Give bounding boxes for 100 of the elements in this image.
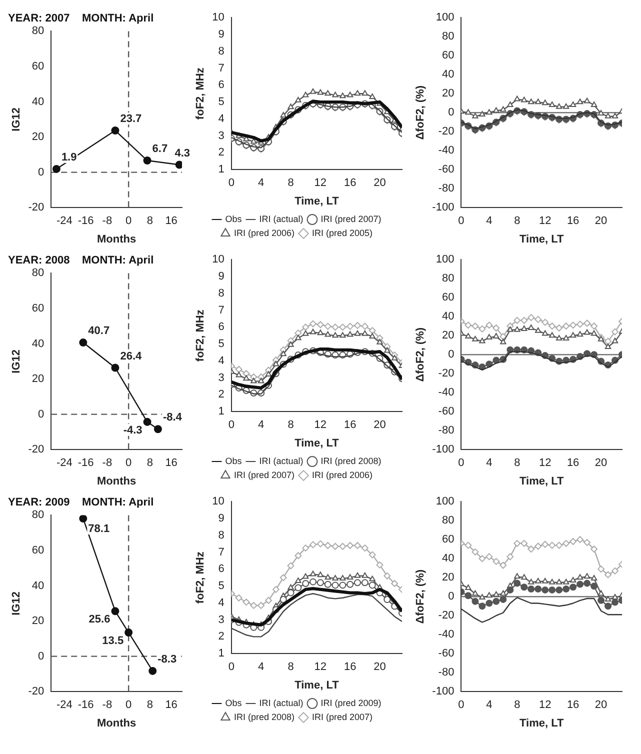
- y-tick-label: 60: [442, 50, 454, 62]
- x-axis-title: Time, LT: [520, 233, 564, 246]
- x-tick-label: 20: [594, 215, 608, 228]
- legend-label: IRI (pred 2006): [312, 470, 373, 480]
- x-tick-label: 4: [486, 699, 492, 712]
- x-tick-label: 12: [538, 457, 552, 470]
- x-tick-label: -24: [56, 457, 72, 470]
- chart-title: YEAR: 2009 MONTH: April: [8, 496, 154, 509]
- y-tick-label: -100: [432, 686, 454, 698]
- data-label: 6.7: [152, 143, 168, 156]
- x-tick-label: 0: [458, 457, 464, 470]
- x-tick-label: 0: [126, 215, 132, 228]
- x-tick-label: 16: [566, 457, 580, 470]
- x-tick-label: 0: [458, 699, 464, 712]
- y-tick-label: -20: [28, 444, 44, 456]
- y-tick-label: -20: [438, 126, 454, 138]
- y-tick-label: 0: [38, 650, 44, 662]
- data-label: 40.7: [88, 325, 110, 338]
- y-axis-title: IG12: [10, 349, 23, 374]
- x-tick-label: 0: [228, 419, 234, 432]
- legend-label: IRI (pred 2006): [234, 228, 295, 238]
- legend-label: IRI (actual): [259, 456, 304, 466]
- y-tick-label: 1: [218, 648, 224, 660]
- x-tick-label: 16: [165, 215, 178, 228]
- y-tick-label: 100: [436, 254, 454, 266]
- y-tick-label: 80: [442, 514, 454, 527]
- y-tick-label: -60: [438, 648, 454, 660]
- x-tick-label: 0: [126, 457, 132, 470]
- y-tick-label: 3: [218, 372, 224, 384]
- y-tick-label: 0: [38, 166, 44, 178]
- y-tick-label: 40: [32, 96, 44, 108]
- legend-label: Obs: [225, 698, 242, 708]
- y-tick-label: -80: [438, 424, 454, 437]
- x-axis-title: Time, LT: [294, 437, 340, 450]
- x-tick-label: 8: [146, 699, 154, 712]
- y-tick-label: 8: [218, 45, 224, 58]
- x-tick-label: 16: [344, 419, 356, 432]
- x-tick-label: 4: [486, 215, 492, 228]
- x-tick-label: 8: [514, 457, 520, 470]
- y-tick-label: 8: [218, 529, 224, 542]
- y-tick-label: -100: [432, 202, 454, 214]
- x-tick-label: 16: [344, 177, 356, 190]
- x-tick-label: -24: [56, 215, 72, 228]
- legend-label: Obs: [225, 214, 242, 224]
- x-tick-label: 4: [258, 177, 264, 190]
- data-label: 1.9: [61, 152, 77, 164]
- chart-title: YEAR: 2008 MONTH: April: [8, 254, 154, 267]
- y-tick-label: 20: [32, 373, 44, 386]
- y-tick-label: 9: [218, 28, 224, 41]
- x-tick-label: -8: [102, 699, 112, 712]
- y-tick-label: 20: [442, 330, 454, 342]
- legend-label: IRI (pred 2008): [234, 712, 295, 722]
- y-tick-label: -20: [28, 686, 44, 698]
- y-tick-label: 80: [442, 272, 454, 285]
- y-tick-label: 7: [218, 62, 224, 74]
- y-tick-label: 4: [218, 354, 224, 367]
- y-tick-label: 100: [436, 12, 454, 24]
- x-tick-label: 4: [486, 457, 492, 470]
- y-tick-label: 2: [218, 146, 224, 159]
- x-axis-title: Months: [96, 717, 136, 730]
- x-tick-label: 16: [165, 699, 178, 712]
- y-tick-label: 20: [32, 615, 44, 628]
- x-axis-title: Months: [96, 233, 136, 246]
- y-tick-label: 5: [218, 580, 224, 592]
- y-tick-label: 40: [442, 552, 454, 565]
- data-label: 25.6: [88, 614, 110, 626]
- x-tick-label: 12: [538, 699, 552, 712]
- x-tick-label: -8: [102, 215, 112, 228]
- x-tick-label: 4: [258, 419, 264, 432]
- x-tick-label: 0: [228, 661, 234, 674]
- y-tick-label: 0: [448, 590, 454, 603]
- y-tick-label: 3: [218, 130, 224, 142]
- x-tick-label: 12: [538, 215, 552, 228]
- y-tick-label: 10: [212, 496, 224, 508]
- y-axis-title: foF2, MHz: [194, 551, 207, 604]
- data-label: -8.3: [158, 653, 177, 666]
- x-axis-title: Months: [96, 475, 136, 488]
- legend-label: IRI (pred 2007): [320, 214, 382, 224]
- x-tick-label: -16: [78, 699, 94, 712]
- y-tick-label: -20: [438, 368, 454, 380]
- y-tick-label: 60: [32, 544, 44, 557]
- y-tick-label: 60: [442, 534, 454, 546]
- x-tick-label: 12: [314, 419, 327, 432]
- y-axis-title: IG12: [10, 591, 23, 616]
- y-tick-label: 6: [218, 563, 224, 576]
- x-tick-label: 20: [594, 699, 608, 712]
- x-tick-label: 8: [288, 661, 294, 674]
- x-axis-title: Time, LT: [520, 717, 564, 730]
- x-tick-label: 8: [288, 177, 294, 190]
- chart-title: YEAR: 2007 MONTH: April: [8, 12, 154, 25]
- x-tick-label: -8: [102, 457, 112, 470]
- y-tick-label: 40: [442, 310, 454, 323]
- y-tick-label: 8: [218, 287, 224, 300]
- y-tick-label: 5: [218, 96, 224, 108]
- y-tick-label: -20: [438, 610, 454, 622]
- y-tick-label: 60: [32, 60, 44, 73]
- y-tick-label: 80: [32, 267, 44, 280]
- x-axis-title: Time, LT: [294, 195, 340, 208]
- x-tick-label: 16: [566, 699, 580, 712]
- y-axis-title: ΔfoF2, (%): [414, 569, 427, 624]
